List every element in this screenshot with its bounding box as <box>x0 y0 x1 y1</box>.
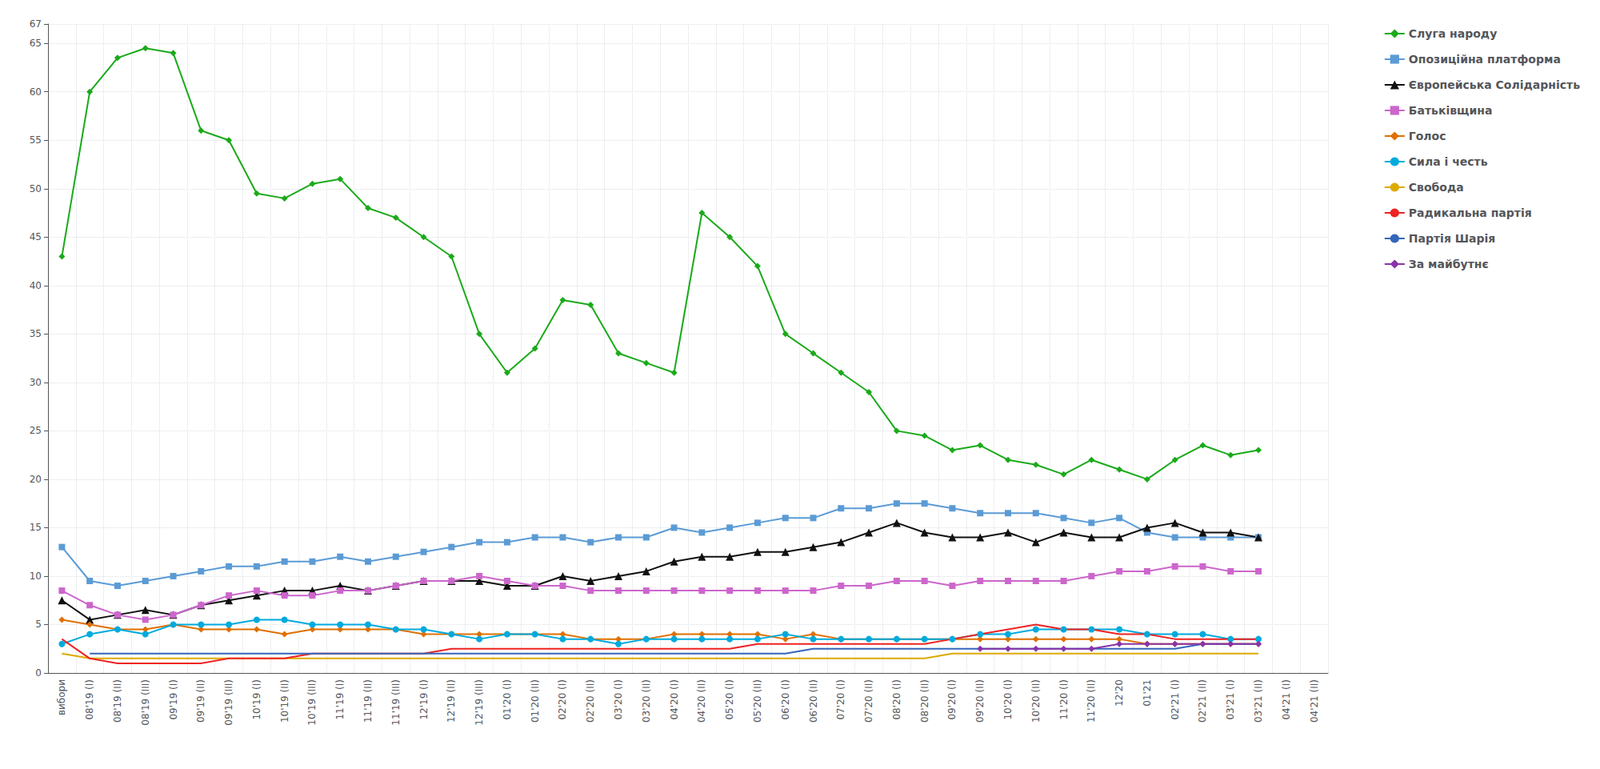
svg-text:02'21 (II): 02'21 (II) <box>1196 679 1208 723</box>
svg-text:04'20 (I): 04'20 (I) <box>668 679 680 720</box>
svg-text:09'19 (I): 09'19 (I) <box>168 679 180 720</box>
svg-text:08'20 (II): 08'20 (II) <box>919 679 931 723</box>
svg-text:60: 60 <box>29 86 42 98</box>
svg-text:10'19 (I): 10'19 (I) <box>251 679 263 720</box>
svg-text:12'20: 12'20 <box>1113 679 1125 707</box>
svg-text:25: 25 <box>29 424 42 436</box>
svg-text:07'20 (II): 07'20 (II) <box>863 679 875 723</box>
svg-text:Європейська Солідарність: Європейська Солідарність <box>1408 78 1580 92</box>
svg-text:55: 55 <box>29 134 42 146</box>
svg-text:09'20 (II): 09'20 (II) <box>974 679 986 723</box>
svg-text:08'19 (I): 08'19 (I) <box>84 679 96 720</box>
svg-text:5: 5 <box>35 618 42 630</box>
svg-text:11'19 (III): 11'19 (III) <box>390 679 402 726</box>
svg-text:07'20 (I): 07'20 (I) <box>835 679 847 720</box>
svg-text:12'19 (II): 12'19 (II) <box>445 679 457 723</box>
svg-text:11'20 (II): 11'20 (II) <box>1085 679 1097 723</box>
svg-text:10'19 (II): 10'19 (II) <box>279 679 291 723</box>
svg-text:04'20 (II): 04'20 (II) <box>696 679 708 723</box>
svg-text:За майбутнє: За майбутнє <box>1408 257 1489 271</box>
svg-text:10'19 (III): 10'19 (III) <box>306 679 318 726</box>
svg-text:09'19 (II): 09'19 (II) <box>195 679 207 723</box>
svg-text:01'20 (II): 01'20 (II) <box>529 679 541 723</box>
svg-text:0: 0 <box>35 667 42 679</box>
svg-text:06'20 (I): 06'20 (I) <box>780 679 792 720</box>
svg-text:08'19 (II): 08'19 (II) <box>112 679 124 723</box>
svg-text:12'19 (I): 12'19 (I) <box>418 679 430 720</box>
svg-text:06'20 (II): 06'20 (II) <box>808 679 820 723</box>
svg-text:03'20 (I): 03'20 (I) <box>612 679 624 720</box>
svg-text:Опозиційна платформа: Опозиційна платформа <box>1408 52 1561 66</box>
svg-text:02'20 (II): 02'20 (II) <box>584 679 596 723</box>
svg-text:12'19 (III): 12'19 (III) <box>473 679 485 726</box>
svg-text:03'20 (II): 03'20 (II) <box>640 679 652 723</box>
svg-text:65: 65 <box>29 37 42 49</box>
svg-text:05'20 (I): 05'20 (I) <box>724 679 736 720</box>
svg-text:02'20 (I): 02'20 (I) <box>556 679 568 720</box>
svg-text:50: 50 <box>29 183 42 195</box>
svg-text:15: 15 <box>29 521 42 533</box>
svg-text:11'19 (II): 11'19 (II) <box>362 679 374 723</box>
svg-text:03'21 (II): 03'21 (II) <box>1252 679 1264 723</box>
svg-text:08'19 (III): 08'19 (III) <box>140 679 152 726</box>
svg-text:10: 10 <box>29 570 42 582</box>
svg-text:вибори: вибори <box>56 679 68 716</box>
svg-text:04'21 (I): 04'21 (I) <box>1280 679 1292 720</box>
svg-text:02'21 (I): 02'21 (I) <box>1169 679 1181 720</box>
svg-text:03'21 (I): 03'21 (I) <box>1224 679 1236 720</box>
svg-text:20: 20 <box>29 473 42 485</box>
svg-text:04'21 (II): 04'21 (II) <box>1308 679 1320 723</box>
svg-text:09'20 (I): 09'20 (I) <box>946 679 958 720</box>
svg-text:Свобода: Свобода <box>1408 180 1464 194</box>
svg-text:10'20 (I): 10'20 (I) <box>1002 679 1014 720</box>
svg-text:Слуга народу: Слуга народу <box>1408 27 1497 40</box>
svg-text:35: 35 <box>29 328 42 340</box>
svg-text:30: 30 <box>29 376 42 388</box>
svg-text:09'19 (III): 09'19 (III) <box>223 679 235 726</box>
svg-text:Радикальна партія: Радикальна партія <box>1408 206 1532 220</box>
svg-text:40: 40 <box>29 280 42 292</box>
svg-text:11'19 (I): 11'19 (I) <box>334 679 346 720</box>
svg-text:67: 67 <box>29 18 42 30</box>
svg-text:10'20 (II): 10'20 (II) <box>1030 679 1042 723</box>
svg-text:Голос: Голос <box>1408 129 1447 143</box>
svg-text:Батьківщина: Батьківщина <box>1408 104 1493 117</box>
svg-text:08'20 (I): 08'20 (I) <box>891 679 903 720</box>
svg-text:45: 45 <box>29 231 42 243</box>
svg-text:11'20 (I): 11'20 (I) <box>1058 679 1070 720</box>
svg-text:Партія Шарія: Партія Шарія <box>1408 232 1496 245</box>
svg-text:Сила і честь: Сила і честь <box>1408 155 1488 168</box>
svg-text:01'20 (I): 01'20 (I) <box>501 679 513 720</box>
svg-text:01'21: 01'21 <box>1141 679 1153 707</box>
svg-text:05'20 (II): 05'20 (II) <box>752 679 764 723</box>
